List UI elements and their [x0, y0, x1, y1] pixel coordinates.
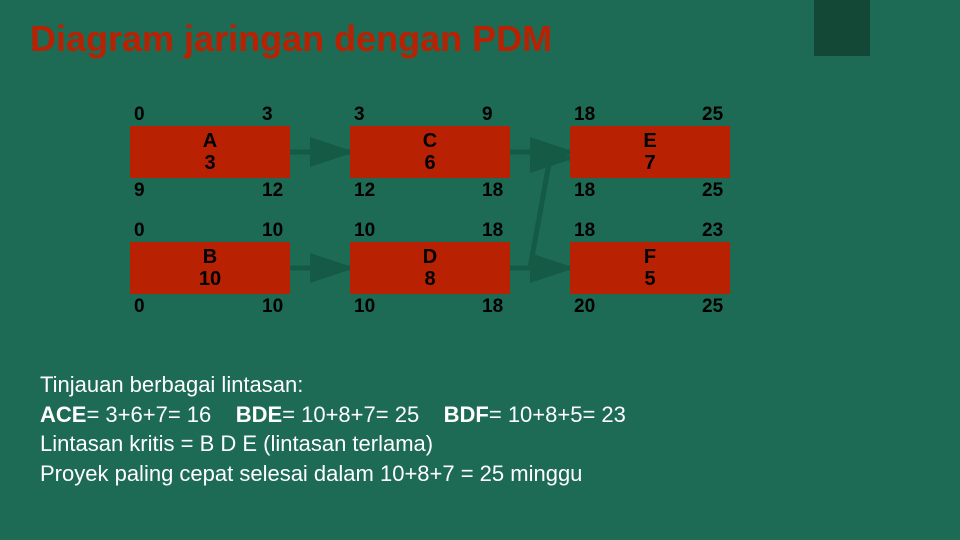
node-a-ef: 3 — [262, 104, 273, 126]
node-c-ls: 12 — [354, 180, 375, 202]
node-f-ef: 23 — [702, 220, 723, 242]
pdm-diagram: A303912B10010010C6391218D810181018E71825… — [100, 100, 860, 360]
page-title: Diagram jaringan dengan PDM — [30, 18, 552, 60]
ace-val: = 3+6+7= 16 — [86, 402, 211, 427]
bdf-label: BDF — [444, 402, 489, 427]
paths-line1: Tinjauan berbagai lintasan: — [40, 370, 920, 400]
node-a: A3 — [130, 126, 290, 178]
accent-bar — [814, 0, 870, 56]
node-e: E7 — [570, 126, 730, 178]
bde-val: = 10+8+7= 25 — [282, 402, 419, 427]
node-a-lf: 12 — [262, 180, 283, 202]
node-b-es: 0 — [134, 220, 145, 242]
paths-line4: Proyek paling cepat selesai dalam 10+8+7… — [40, 459, 920, 489]
node-b: B10 — [130, 242, 290, 294]
node-e-ef: 25 — [702, 104, 723, 126]
edge-d-e — [510, 158, 570, 268]
node-e-lf: 25 — [702, 180, 723, 202]
paths-line3: Lintasan kritis = B D E (lintasan terlam… — [40, 429, 920, 459]
node-c-lf: 18 — [482, 180, 503, 202]
paths-line2: ACE= 3+6+7= 16 BDE= 10+8+7= 25 BDF= 10+8… — [40, 400, 920, 430]
node-a-es: 0 — [134, 104, 145, 126]
node-b-ls: 0 — [134, 296, 145, 318]
bdf-val: = 10+8+5= 23 — [489, 402, 626, 427]
node-d-ls: 10 — [354, 296, 375, 318]
node-e-ls: 18 — [574, 180, 595, 202]
node-c-es: 3 — [354, 104, 365, 126]
node-a-ls: 9 — [134, 180, 145, 202]
node-c-ef: 9 — [482, 104, 493, 126]
node-f-lf: 25 — [702, 296, 723, 318]
node-f-es: 18 — [574, 220, 595, 242]
ace-label: ACE — [40, 402, 86, 427]
paths-text: Tinjauan berbagai lintasan: ACE= 3+6+7= … — [40, 370, 920, 489]
node-d-es: 10 — [354, 220, 375, 242]
node-c: C6 — [350, 126, 510, 178]
node-e-es: 18 — [574, 104, 595, 126]
node-f-ls: 20 — [574, 296, 595, 318]
node-f: F5 — [570, 242, 730, 294]
node-b-lf: 10 — [262, 296, 283, 318]
node-d-lf: 18 — [482, 296, 503, 318]
node-d-ef: 18 — [482, 220, 503, 242]
node-d: D8 — [350, 242, 510, 294]
node-b-ef: 10 — [262, 220, 283, 242]
bde-label: BDE — [236, 402, 282, 427]
